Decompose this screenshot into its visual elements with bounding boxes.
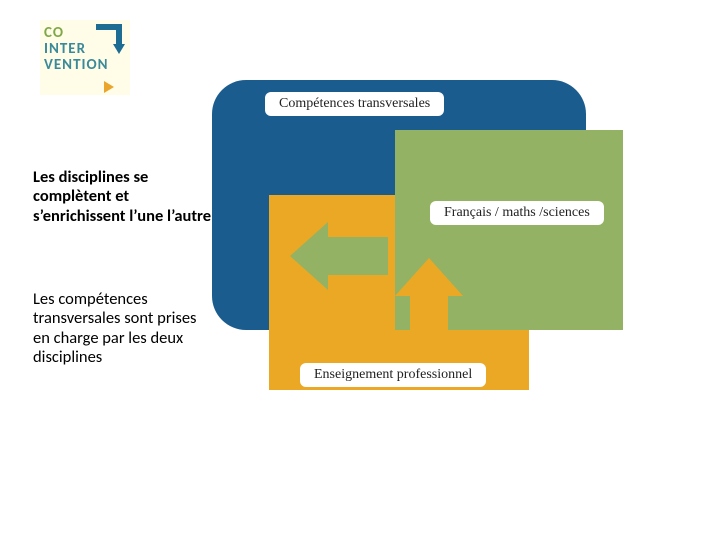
label-francais-maths-sciences: Français / maths /sciences [430, 201, 604, 225]
paragraph-disciplines: Les disciplines se complètent et s’enric… [33, 168, 213, 226]
logo-arrow-yellow [104, 81, 114, 93]
paragraph-competences: Les compétences transversales sont prise… [33, 290, 213, 368]
logo-arrow-blue [96, 24, 122, 46]
label-enseignement-professionnel: Enseignement professionnel [300, 363, 486, 387]
label-competences-transversales: Compétences transversales [265, 92, 444, 116]
cointervention-logo: CO INTER VENTION [40, 20, 130, 95]
logo-line-vention: VENTION [44, 58, 126, 74]
